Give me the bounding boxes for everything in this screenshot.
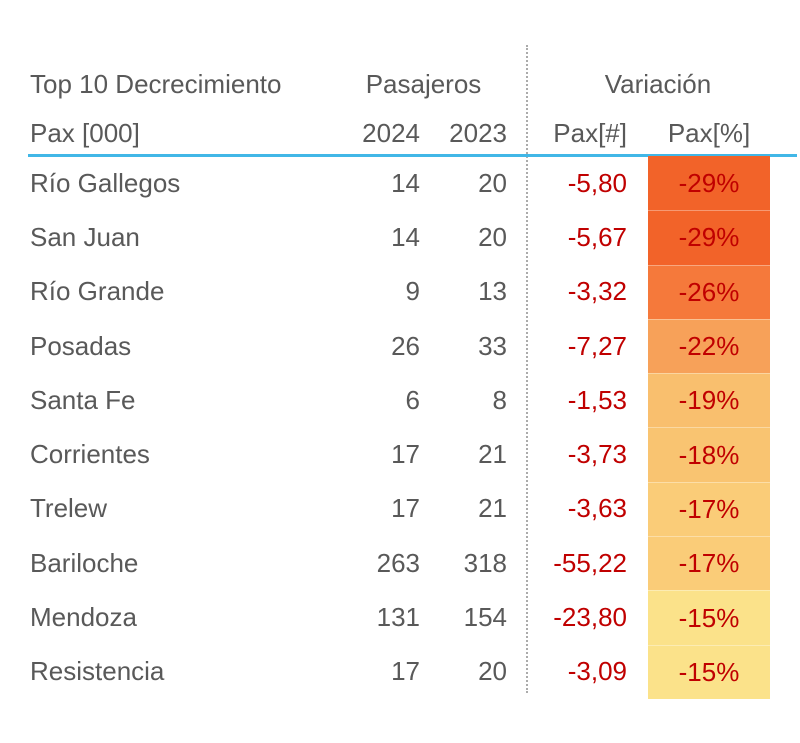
variation-pct-cell: -19%	[648, 373, 770, 428]
table-rows: Río Gallegos 14 20 -5,80 -29% San Juan 1…	[0, 156, 800, 699]
variation-pct-cell: -18%	[648, 427, 770, 482]
table-row: Santa Fe 6 8 -1,53 -19%	[0, 373, 800, 428]
table-row: Bariloche 263 318 -55,22 -17%	[0, 536, 800, 591]
group-header-pasajeros: Pasajeros	[365, 68, 482, 99]
variation-pct-cell: -17%	[648, 536, 770, 591]
variation-abs-value: -5,80	[567, 167, 627, 198]
column-header-pax-pct: Pax[%]	[667, 118, 751, 148]
variation-pct-cell: -29%	[648, 210, 770, 265]
variation-abs-value: -3,73	[567, 439, 627, 470]
airport-name: San Juan	[30, 221, 140, 252]
pax-2024-value: 17	[391, 656, 420, 687]
pax-2023-value: 21	[478, 439, 507, 470]
airport-name: Resistencia	[30, 656, 165, 687]
variation-pct-cell: -15%	[648, 590, 770, 645]
pax-2024-value: 17	[391, 439, 420, 470]
table-row: Corrientes 17 21 -3,73 -18%	[0, 427, 800, 482]
column-header-2024: 2024	[362, 118, 420, 148]
airport-name: Posadas	[30, 330, 132, 361]
pax-2023-value: 13	[478, 276, 507, 307]
table-title: Top 10 Decrecimiento	[30, 68, 282, 99]
pax-2023-value: 20	[478, 656, 507, 687]
airport-name: Río Gallegos	[30, 167, 181, 198]
variation-pct-cell: -15%	[648, 644, 770, 699]
column-header-pax-num: Pax[#]	[553, 118, 627, 148]
airport-name: Mendoza	[30, 602, 137, 633]
table-row: Trelew 17 21 -3,63 -17%	[0, 481, 800, 537]
airport-name: Santa Fe	[30, 384, 136, 415]
table-row: San Juan 14 20 -5,67 -29%	[0, 210, 800, 265]
airport-name: Trelew	[30, 493, 108, 524]
header-underline	[28, 154, 797, 157]
variation-abs-value: -23,80	[553, 602, 627, 633]
pax-2023-value: 33	[478, 330, 507, 361]
pax-2024-value: 26	[391, 330, 420, 361]
pax-2023-value: 20	[478, 167, 507, 198]
pax-2024-value: 6	[405, 384, 420, 415]
airport-name: Corrientes	[30, 439, 150, 470]
variation-abs-value: -3,32	[567, 276, 627, 307]
variation-abs-value: -7,27	[567, 330, 627, 361]
table-column-header: Pax [000] 2024 2023 Pax[#] Pax[%]	[0, 112, 800, 155]
table-row: Resistencia 17 20 -3,09 -15%	[0, 644, 800, 699]
pax-2023-value: 20	[478, 221, 507, 252]
airport-name: Bariloche	[30, 547, 139, 578]
pax-2024-value: 131	[376, 602, 420, 633]
variation-abs-value: -1,53	[567, 384, 627, 415]
pax-2023-value: 8	[492, 384, 507, 415]
variation-pct-cell: -22%	[648, 318, 770, 374]
pax-2024-value: 263	[376, 547, 420, 578]
column-header-2023: 2023	[449, 118, 507, 148]
pax-2023-value: 154	[463, 602, 507, 633]
group-header-variacion: Variación	[604, 68, 712, 99]
variation-abs-value: -5,67	[567, 221, 627, 252]
column-header-units: Pax [000]	[30, 118, 140, 148]
table-group-header: Top 10 Decrecimiento Pasajeros Variación	[0, 58, 800, 110]
variation-pct-cell: -17%	[648, 481, 770, 537]
table-row: Mendoza 131 154 -23,80 -15%	[0, 590, 800, 645]
variation-abs-value: -3,09	[567, 656, 627, 687]
table-row: Río Grande 9 13 -3,32 -26%	[0, 264, 800, 319]
pax-2024-value: 14	[391, 221, 420, 252]
variation-pct-cell: -29%	[648, 156, 770, 211]
airport-name: Río Grande	[30, 276, 165, 307]
table-row: Posadas 26 33 -7,27 -22%	[0, 318, 800, 374]
pax-2023-value: 21	[478, 493, 507, 524]
pax-2023-value: 318	[463, 547, 507, 578]
pax-2024-value: 14	[391, 167, 420, 198]
pax-2024-value: 9	[405, 276, 420, 307]
vertical-dotted-separator	[526, 45, 528, 693]
variation-pct-cell: -26%	[648, 264, 770, 319]
variation-abs-value: -55,22	[553, 547, 627, 578]
table-row: Río Gallegos 14 20 -5,80 -29%	[0, 156, 800, 211]
variation-abs-value: -3,63	[567, 493, 627, 524]
pax-2024-value: 17	[391, 493, 420, 524]
